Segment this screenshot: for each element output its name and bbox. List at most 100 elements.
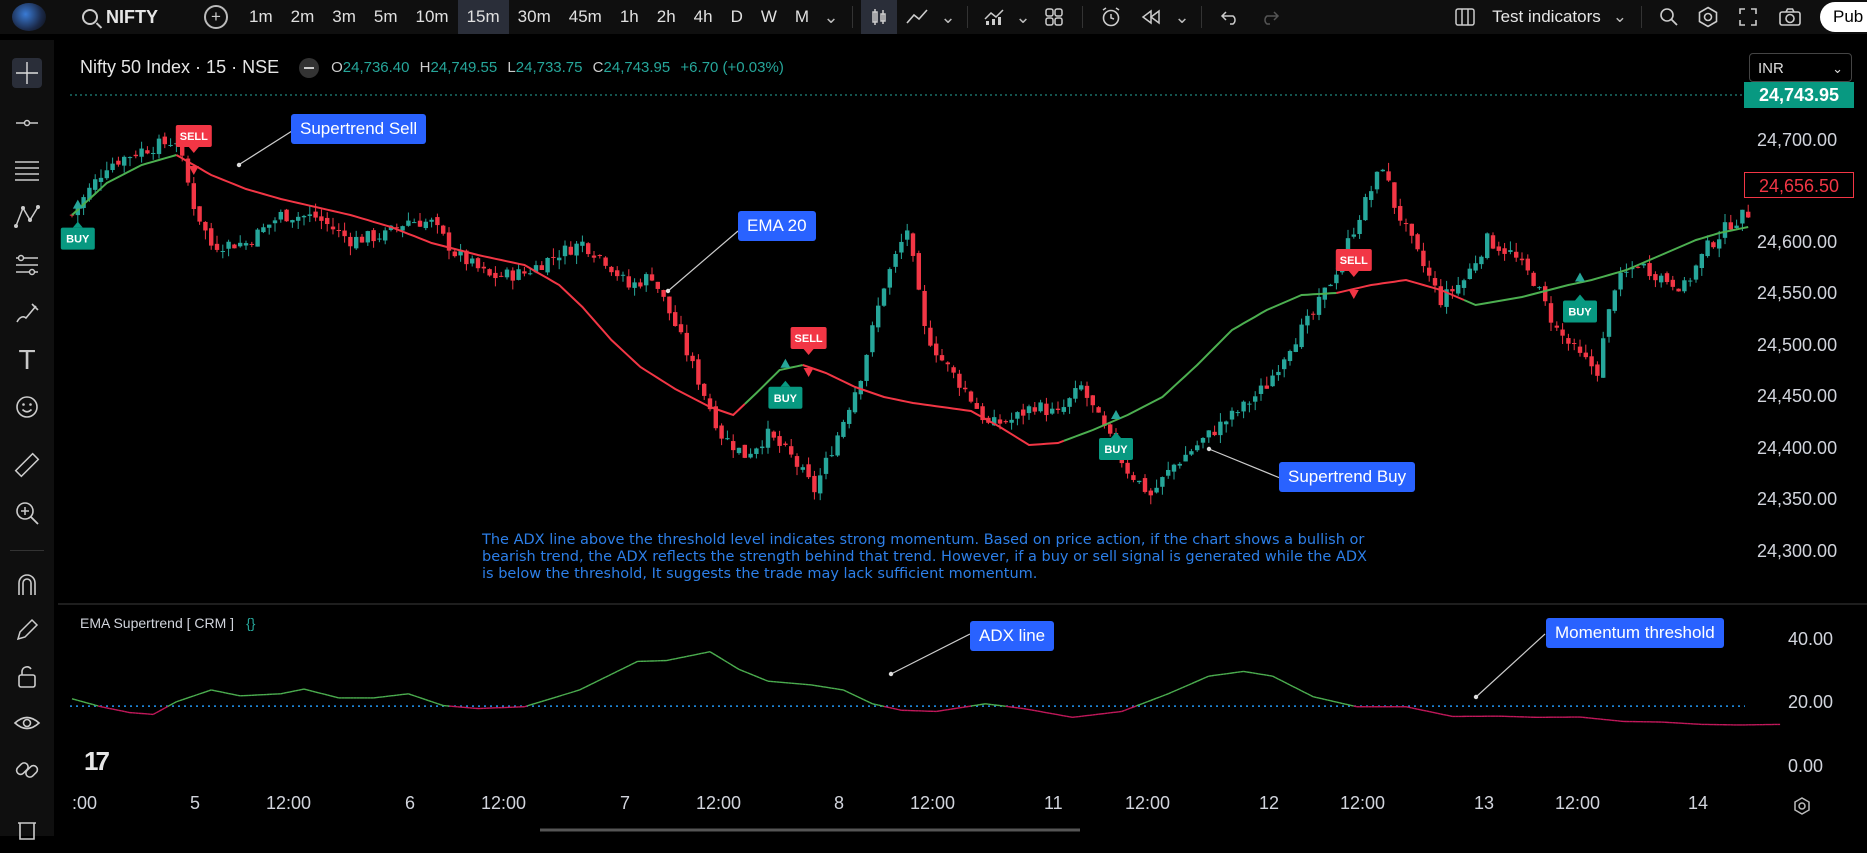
adx-segment [232,694,235,695]
sell-signal-label: SELL [1340,255,1368,267]
adx-segment [116,710,119,711]
candle-body [870,325,874,352]
adx-segment [1276,678,1279,679]
candle-body [1537,287,1541,288]
adx-segment [893,708,896,709]
candle-body [197,206,201,221]
candle-body [348,237,352,246]
candle-body [656,282,660,289]
candlestick-series [70,133,1751,505]
buy-badge-pointer [1575,295,1585,301]
candle-body [1653,274,1657,280]
callout-dot-sell [237,163,241,167]
candle-body [1241,402,1245,412]
time-tick: 14 [1688,793,1708,814]
candle-body [296,217,300,221]
candle-body [1328,285,1332,286]
candle-body [1410,224,1414,236]
adx-segment [298,690,301,691]
chart-settings-gear-icon[interactable] [1792,796,1812,821]
adx-segment [1273,676,1276,677]
adx-segment [678,658,681,659]
adx-segment [751,674,754,675]
candle-body [1009,420,1013,423]
candle-body [795,456,799,467]
callout-supertrend-sell: Supertrend Sell [291,114,426,144]
candle-body [574,244,578,256]
candle-body [1183,455,1187,462]
adx-segment [440,705,443,706]
candle-body [499,276,503,277]
currency-select[interactable]: INR⌄ [1749,53,1852,82]
candle-body [1479,257,1483,264]
candle-body [1618,273,1622,290]
adx-segment [121,711,124,712]
candle-body [1212,432,1216,435]
adx-segment [548,699,551,700]
adx-segment [623,667,626,668]
adx-segment [1415,709,1418,710]
buy-signal-label: BUY [774,393,798,405]
candle-body [934,344,938,356]
candle-body [1050,409,1054,414]
time-tick: 12:00 [1340,793,1385,814]
candle-body [1004,421,1008,422]
adx-segment [1426,711,1429,712]
adx-segment [110,709,113,710]
candle-body [679,324,683,332]
candle-body [812,476,816,492]
currency-label: INR [1758,60,1784,77]
adx-segment [101,707,104,708]
candle-body [1247,404,1251,405]
adx-segment [414,696,417,697]
indicator-source-icon[interactable]: {} [246,615,255,631]
candle-body [1473,263,1477,270]
adx-segment [614,671,617,672]
candle-body [255,230,259,247]
adx-segment [220,692,223,693]
candle-body [1334,275,1338,284]
adx-segment [310,691,313,692]
candle-body [1027,406,1031,413]
adx-segment [858,697,861,698]
adx-segment [878,705,881,706]
adx-segment [870,702,873,703]
candle-body [1131,475,1135,480]
adx-segment [681,657,684,658]
tradingview-logo[interactable]: 17 [84,746,107,777]
candle-body [511,270,515,280]
adx-segment [725,661,728,663]
candle-body [1723,222,1727,238]
adx-segment [852,694,855,695]
candle-body [505,270,509,278]
adx-segment [1026,709,1029,710]
candle-body [110,164,114,170]
adx-segment [127,712,130,713]
adx-segment [672,659,675,660]
candle-body [888,269,892,288]
adx-segment [168,705,171,707]
sell-badge-pointer [804,349,814,355]
adx-segment [553,697,556,698]
adx-segment [1058,715,1061,716]
adx-segment [704,652,707,653]
candle-body [1456,285,1460,294]
candle-body [279,212,283,220]
adx-segment [1180,687,1183,688]
adx-segment [846,691,849,692]
collapse-legend-icon[interactable] [299,58,319,78]
candle-body [238,243,242,247]
candle-body [1508,250,1512,252]
candle-body [1201,438,1205,443]
price-tick: 24,400.00 [1757,438,1837,459]
sell-arrow [189,166,199,175]
price-tick: 24,600.00 [1757,232,1837,253]
adx-segment [333,696,336,697]
candle-body [1311,314,1315,315]
adx-segment [745,672,748,673]
candle-body [371,230,375,241]
adx-segment [324,694,327,695]
candle-body [806,464,810,477]
candle-body [1056,409,1060,410]
